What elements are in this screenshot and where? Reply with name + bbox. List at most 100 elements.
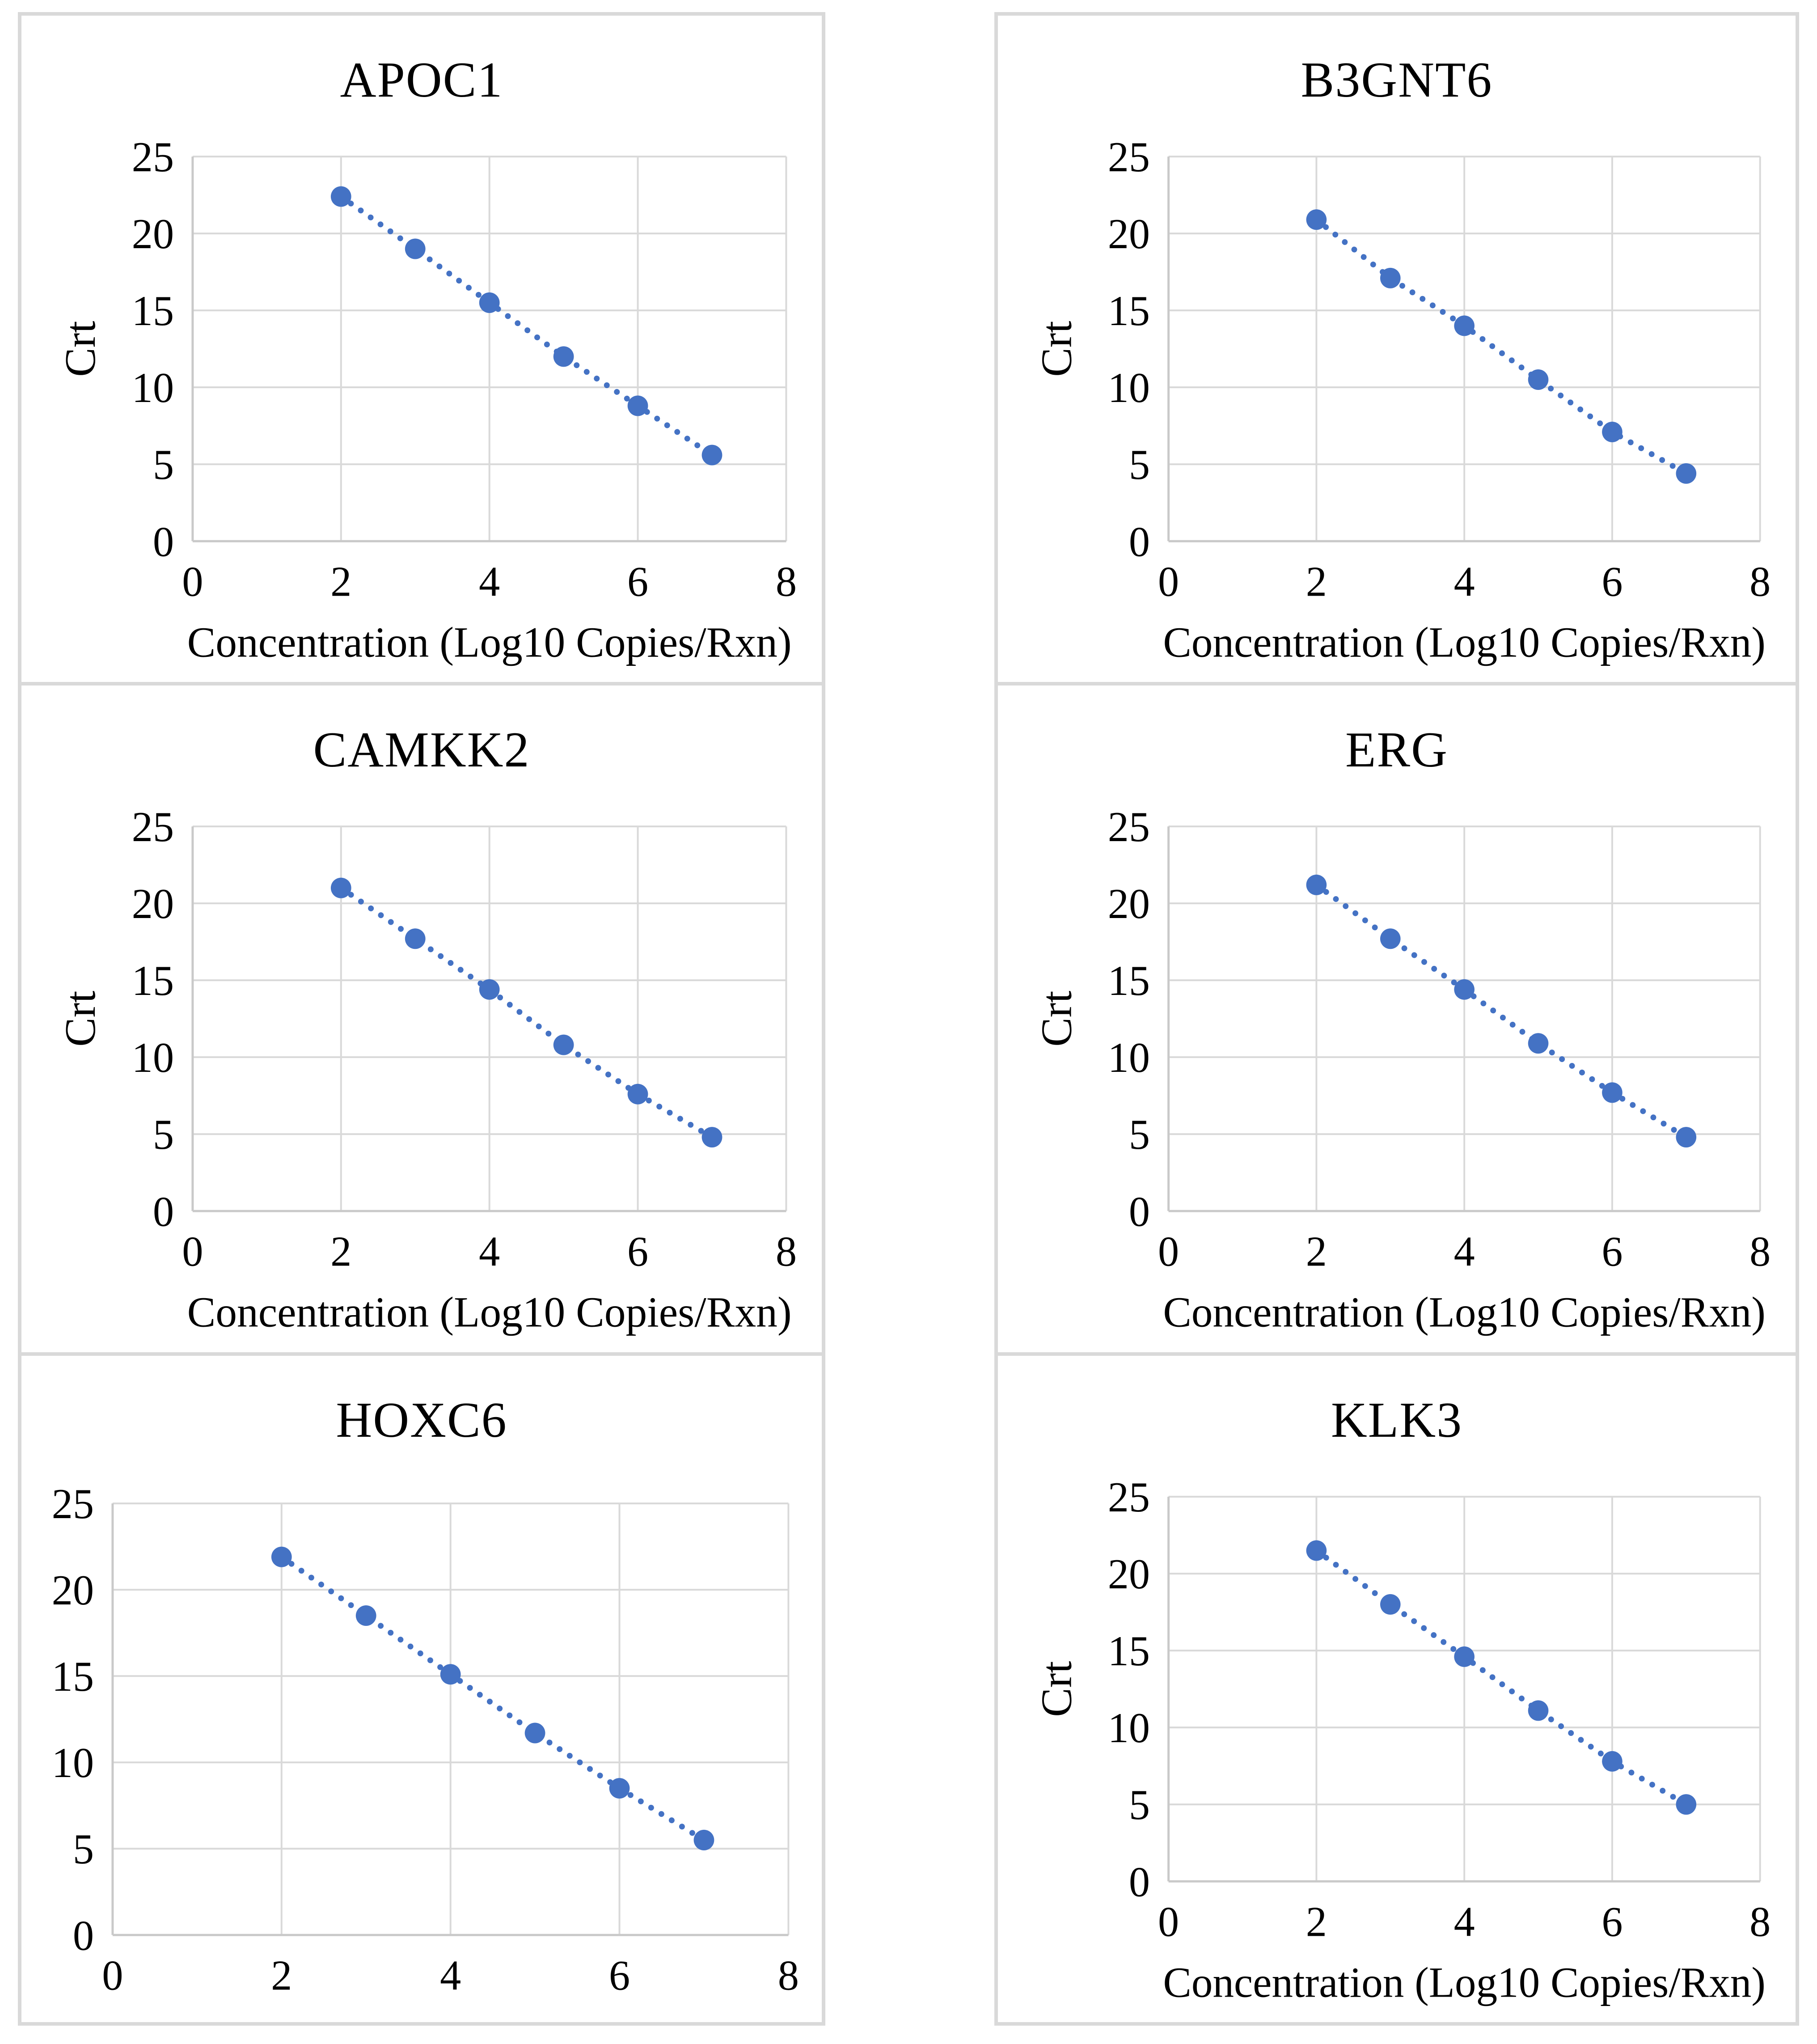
y-tick-label: 0: [153, 1189, 174, 1235]
y-tick-label: 15: [1108, 958, 1150, 1004]
trendline: [1313, 1547, 1689, 1807]
y-tick-label: 0: [153, 519, 174, 565]
x-tick-label: 8: [776, 559, 797, 605]
data-point: [1380, 928, 1401, 949]
y-tick-label: 5: [1129, 1782, 1150, 1828]
scatter-chart: 0 5 10 15 20 25 0 2 4 6 8 Crt Concentration (Log10 C…: [1033, 1474, 1771, 2006]
y-axis-title: Crt: [1033, 991, 1081, 1047]
y-tick-label: 25: [1108, 134, 1150, 181]
x-tick-label: 0: [102, 1952, 123, 1999]
data-point: [479, 292, 500, 313]
scatter-chart: 0 5 10 15 20 25 0 2 4 6 8 Crt Concentration (Log10 C…: [1033, 804, 1771, 1336]
x-axis-title: Concentration (Log10 Copies/Rxn): [1163, 1959, 1766, 2006]
data-point: [1306, 1540, 1327, 1561]
trendline: [1313, 216, 1689, 477]
x-tick-label: 4: [1454, 1228, 1475, 1275]
y-tick-label: 20: [1108, 211, 1150, 258]
y-tick-label: 10: [52, 1740, 94, 1786]
x-tick-label: 0: [1158, 559, 1179, 605]
x-tick-label: 2: [271, 1952, 292, 1999]
data-point: [1676, 1794, 1697, 1815]
y-axis-title: Crt: [1033, 321, 1081, 377]
y-tick-label: 10: [1108, 1705, 1150, 1751]
x-tick-label: 8: [1749, 559, 1771, 605]
x-tick-label: 6: [627, 1228, 648, 1275]
chart-title: KLK3: [1331, 1392, 1463, 1448]
data-point: [1528, 369, 1549, 390]
x-tick-label: 4: [1454, 1899, 1475, 1945]
x-tick-label: 2: [330, 559, 351, 605]
data-point: [1676, 463, 1697, 484]
y-tick-label: 5: [153, 1112, 174, 1158]
scatter-chart: 0 5 10 15 20 25 0 2 4 6 8 Crt Concentration (Log10 C…: [1033, 134, 1771, 666]
trendline: [279, 1553, 707, 1843]
data-point: [1528, 1700, 1549, 1721]
y-axis-title: Crt: [56, 991, 105, 1047]
data-point: [1602, 1082, 1623, 1103]
chart-title: ERG: [1345, 722, 1448, 778]
data-point: [405, 238, 426, 259]
data-point: [440, 1663, 461, 1684]
x-tick-label: 0: [1158, 1899, 1179, 1945]
x-axis-title: Concentration (Log10 Copies/Rxn): [1163, 618, 1766, 666]
y-tick-label: 10: [1108, 1035, 1150, 1081]
data-point: [1602, 1751, 1623, 1772]
data-point: [701, 444, 723, 466]
x-tick-label: 2: [1306, 559, 1327, 605]
y-tick-label: 15: [52, 1654, 94, 1700]
y-tick-label: 20: [132, 881, 174, 927]
y-tick-label: 5: [1129, 1112, 1150, 1158]
chart-panel-camkk2: CAMKK2 0 5 10 15 20 25 0 2 4 6 8 Crt Concentration (…: [21, 682, 822, 1352]
x-tick-label: 8: [778, 1952, 799, 1999]
y-axis-title: Crt: [56, 321, 105, 377]
x-tick-label: 8: [776, 1228, 797, 1275]
chart-title: B3GNT6: [1301, 52, 1493, 108]
trendline: [1313, 882, 1689, 1140]
x-axis-title: Concentration (Log10 Copies/Rxn): [187, 618, 792, 666]
x-tick-label: 8: [1749, 1899, 1771, 1945]
chart-title: APOC1: [340, 52, 503, 108]
y-tick-label: 5: [73, 1826, 94, 1873]
y-axis-title: Crt: [1033, 1661, 1081, 1717]
y-tick-label: 15: [1108, 288, 1150, 334]
scatter-chart: 0 5 10 15 20 25 0 2 4 6 8 Crt Concentration (Log10 C…: [56, 134, 797, 666]
data-point: [609, 1777, 630, 1799]
y-tick-label: 15: [132, 288, 174, 334]
data-point: [1380, 267, 1401, 288]
y-tick-label: 0: [1129, 519, 1150, 565]
data-point: [627, 395, 648, 416]
chart-panel-apoc1: APOC1 0 5 10 15 20 25 0 2 4 6 8 Crt Concentration (L…: [21, 16, 822, 682]
data-point: [1306, 875, 1327, 896]
x-tick-label: 6: [627, 559, 648, 605]
data-point: [479, 979, 500, 1000]
x-axis-title: Concentration (Log10 Copies/Rxn): [187, 1288, 792, 1336]
y-tick-label: 0: [1129, 1189, 1150, 1235]
x-tick-label: 4: [479, 1228, 500, 1275]
data-point: [330, 878, 351, 899]
x-tick-label: 4: [479, 559, 500, 605]
y-tick-label: 20: [1108, 1551, 1150, 1597]
x-tick-label: 6: [1601, 1899, 1623, 1945]
y-tick-label: 25: [132, 804, 174, 851]
x-axis-title: Concentration (Log10 Copies/Rxn): [1163, 1288, 1766, 1336]
y-tick-label: 10: [132, 1035, 174, 1081]
y-tick-label: 25: [1108, 1474, 1150, 1520]
data-point: [1306, 209, 1327, 230]
right-column: B3GNT6 0 5 10 15 20 25 0 2 4 6 8 Crt Concentration (…: [994, 12, 1799, 2026]
y-tick-label: 20: [52, 1567, 94, 1614]
data-point: [1676, 1127, 1697, 1148]
data-point: [524, 1722, 545, 1744]
chart-title: CAMKK2: [313, 722, 530, 778]
data-point: [1380, 1594, 1401, 1615]
x-tick-label: 6: [609, 1952, 630, 1999]
data-point: [330, 186, 351, 207]
data-point: [701, 1127, 723, 1148]
x-tick-label: 0: [182, 1228, 203, 1275]
scatter-chart: 0 5 10 15 20 25 0 2 4 6 8: [52, 1481, 799, 1999]
data-point: [693, 1829, 714, 1850]
y-tick-label: 15: [1108, 1628, 1150, 1674]
trendline: [338, 885, 715, 1140]
x-tick-label: 4: [440, 1952, 461, 1999]
chart-panel-hoxc6: HOXC6 0 5 10 15 20 25 0 2 4 6 8: [21, 1352, 822, 2022]
